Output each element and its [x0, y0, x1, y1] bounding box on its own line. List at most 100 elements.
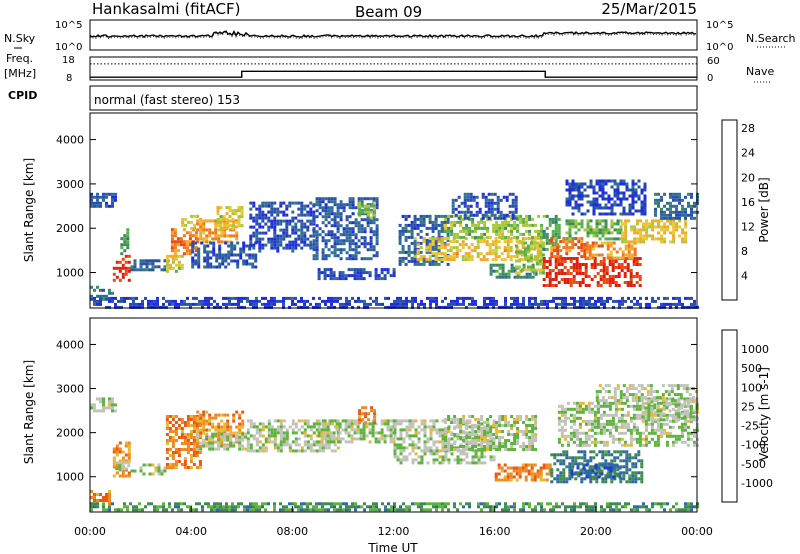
heat-cell	[622, 209, 626, 213]
heat-cell	[404, 217, 408, 221]
heat-cell	[506, 249, 510, 253]
heat-cell	[498, 229, 502, 233]
heat-cell	[645, 225, 649, 229]
heat-cell	[330, 206, 334, 210]
heat-cell	[486, 235, 490, 239]
heat-cell	[638, 437, 642, 441]
heat-cell	[285, 225, 289, 229]
heat-cell	[578, 284, 582, 287]
heat-cell	[324, 224, 328, 228]
heat-cell	[590, 434, 594, 438]
heat-cell	[489, 445, 493, 448]
heat-cell	[378, 302, 381, 306]
heat-cell	[361, 412, 365, 416]
heat-cell	[531, 445, 535, 448]
heat-cell	[584, 434, 588, 438]
heat-cell	[565, 450, 569, 454]
heat-cell	[273, 419, 277, 423]
heat-cell	[171, 445, 175, 448]
heat-cell	[622, 212, 626, 216]
heat-cell	[521, 463, 525, 467]
heat-cell	[513, 269, 517, 273]
heat-cell	[402, 455, 406, 459]
heat-cell	[312, 440, 316, 444]
heat-cell	[484, 201, 488, 205]
heat-cell	[186, 436, 190, 439]
heat-cell	[320, 428, 324, 432]
heat-cell	[630, 305, 633, 309]
heat-cell	[629, 278, 633, 281]
heat-cell	[631, 480, 635, 484]
heat-cell	[572, 281, 576, 284]
heat-cell	[549, 299, 552, 303]
heat-cell	[516, 418, 520, 421]
heat-cell	[171, 436, 175, 439]
heat-cell	[504, 296, 507, 300]
heat-cell	[441, 305, 444, 309]
heat-cell	[537, 232, 541, 236]
heat-cell	[501, 442, 505, 445]
heat-cell	[583, 456, 587, 460]
heat-cell	[214, 231, 218, 235]
heat-cell	[605, 440, 609, 444]
heat-cell	[413, 220, 417, 224]
heat-cell	[588, 305, 591, 309]
heat-cell	[312, 257, 316, 261]
heat-cell	[675, 222, 679, 226]
heat-cell	[568, 474, 572, 478]
heat-cell	[672, 219, 676, 223]
heat-cell	[318, 422, 322, 426]
heat-cell	[597, 466, 601, 470]
heat-cell	[375, 302, 378, 306]
heat-cell	[312, 431, 316, 435]
heat-cell	[444, 436, 448, 439]
heat-cell	[126, 246, 130, 250]
heat-cell	[363, 302, 366, 306]
heat-cell	[215, 265, 219, 269]
heat-cell	[605, 266, 609, 269]
heat-cell	[548, 275, 552, 278]
heat-cell	[249, 207, 253, 211]
heat-cell	[616, 182, 620, 186]
heat-cell	[581, 443, 585, 447]
heat-cell	[414, 458, 418, 462]
heat-cell	[681, 207, 684, 211]
heat-cell	[212, 244, 216, 248]
heat-cell	[165, 424, 169, 427]
heat-cell	[675, 213, 678, 217]
heat-cell	[465, 445, 469, 448]
heat-cell	[363, 212, 367, 216]
heat-cell	[235, 440, 239, 444]
heat-cell	[399, 299, 402, 303]
heat-cell	[205, 419, 209, 423]
heat-cell	[320, 431, 324, 435]
heat-cell	[174, 302, 177, 306]
heat-cell	[663, 213, 666, 217]
heat-cell	[223, 428, 227, 432]
heat-cell	[363, 245, 367, 249]
heat-cell	[566, 440, 570, 444]
heat-cell	[230, 253, 234, 257]
heat-cell	[437, 223, 441, 227]
heat-cell	[264, 231, 268, 235]
heat-cell	[366, 224, 370, 228]
heat-cell	[563, 434, 567, 438]
heat-cell	[573, 296, 576, 300]
heat-cell	[533, 463, 537, 467]
heat-cell	[423, 425, 427, 429]
heat-cell	[601, 456, 605, 460]
heat-cell	[629, 443, 633, 447]
heat-cell	[151, 463, 155, 467]
heat-cell	[575, 437, 579, 441]
heat-cell	[509, 475, 513, 479]
heat-cell	[162, 305, 165, 309]
heat-cell	[195, 415, 199, 418]
heat-cell	[624, 253, 628, 257]
heat-cell	[584, 275, 588, 278]
heat-cell	[186, 466, 190, 469]
heat-cell	[300, 419, 304, 423]
heat-cell	[520, 241, 524, 245]
heat-cell	[635, 425, 639, 429]
heat-cell	[431, 240, 435, 244]
heat-cell	[477, 448, 481, 451]
